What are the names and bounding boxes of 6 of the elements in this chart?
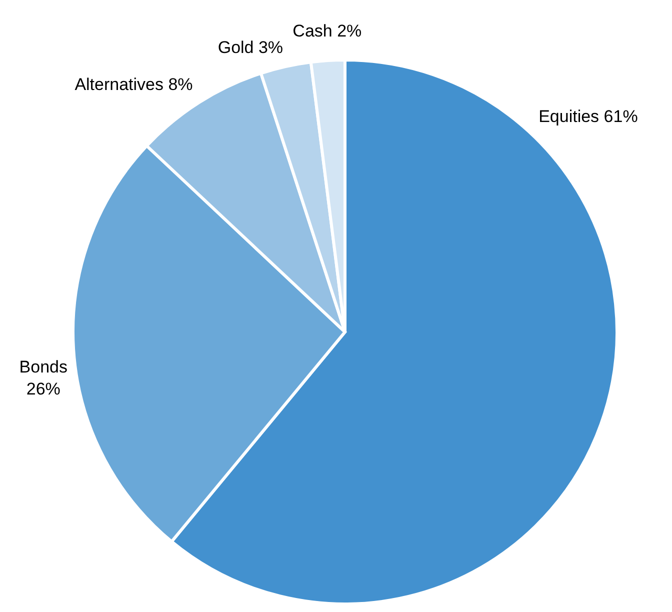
- slice-label: Cash 2%: [292, 22, 362, 41]
- slice-label: Alternatives 8%: [74, 75, 193, 94]
- slice-label: Equities 61%: [538, 107, 638, 126]
- slice-label: Gold 3%: [218, 38, 284, 57]
- data-label: 26%: [26, 380, 60, 399]
- slice-label: Bonds: [19, 358, 68, 377]
